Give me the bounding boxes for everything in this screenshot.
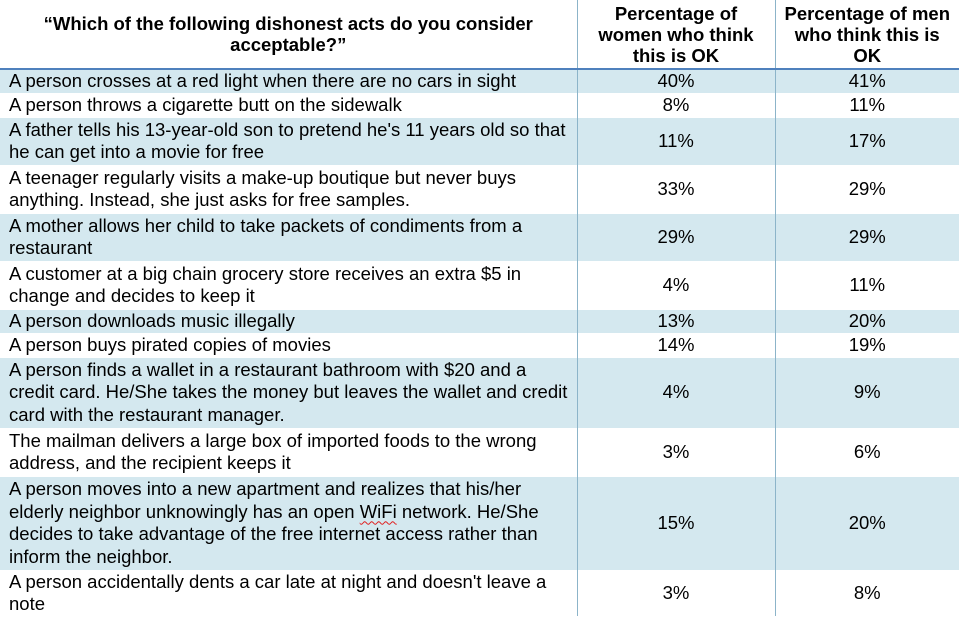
- act-text-before: A person moves into a new apartment and …: [9, 478, 522, 522]
- table-row: A person buys pirated copies of movies 1…: [0, 332, 959, 357]
- women-percentage-cell: 3%: [577, 427, 776, 476]
- men-percentage-cell: 20%: [775, 475, 959, 570]
- act-cell: A person crosses at a red light when the…: [0, 68, 578, 93]
- women-percentage-cell: 29%: [577, 212, 776, 261]
- spellcheck-flagged-word: WiFi: [359, 500, 397, 522]
- women-percentage-cell: 8%: [577, 92, 776, 117]
- act-cell: A customer at a big chain grocery store …: [0, 260, 578, 309]
- table-row: A person throws a cigarette butt on the …: [0, 92, 959, 117]
- women-percentage-cell: 15%: [577, 475, 776, 570]
- table-row: A mother allows her child to take packet…: [0, 212, 959, 261]
- question-header: “Which of the following dishonest acts d…: [0, 0, 578, 70]
- women-percentage-header: Percentage of women who think this is OK: [577, 0, 776, 70]
- women-percentage-cell: 3%: [577, 569, 776, 616]
- act-cell: A person moves into a new apartment and …: [0, 475, 578, 570]
- women-percentage-cell: 13%: [577, 308, 776, 333]
- act-cell: A father tells his 13-year-old son to pr…: [0, 116, 578, 165]
- act-cell: A person buys pirated copies of movies: [0, 332, 578, 357]
- men-percentage-cell: 41%: [775, 68, 959, 93]
- men-percentage-cell: 11%: [775, 260, 959, 309]
- men-percentage-cell: 6%: [775, 427, 959, 476]
- table-row: A teenager regularly visits a make-up bo…: [0, 164, 959, 213]
- men-percentage-cell: 19%: [775, 332, 959, 357]
- act-cell: A person throws a cigarette butt on the …: [0, 92, 578, 117]
- women-percentage-cell: 14%: [577, 332, 776, 357]
- men-percentage-cell: 9%: [775, 356, 959, 428]
- women-percentage-cell: 11%: [577, 116, 776, 165]
- act-cell: A mother allows her child to take packet…: [0, 212, 578, 261]
- act-cell: The mailman delivers a large box of impo…: [0, 427, 578, 476]
- men-percentage-cell: 29%: [775, 164, 959, 213]
- table-row: A father tells his 13-year-old son to pr…: [0, 116, 959, 165]
- men-percentage-header: Percentage of men who think this is OK: [775, 0, 959, 70]
- men-percentage-cell: 17%: [775, 116, 959, 165]
- table-row: A person accidentally dents a car late a…: [0, 569, 959, 616]
- table-row: A customer at a big chain grocery store …: [0, 260, 959, 309]
- men-percentage-cell: 8%: [775, 569, 959, 616]
- women-percentage-cell: 33%: [577, 164, 776, 213]
- act-text-after: network. He/She decides to take advantag…: [9, 500, 539, 567]
- table-row: A person downloads music illegally 13% 2…: [0, 308, 959, 333]
- men-percentage-cell: 29%: [775, 212, 959, 261]
- men-percentage-cell: 20%: [775, 308, 959, 333]
- women-percentage-cell: 4%: [577, 260, 776, 309]
- header-row: “Which of the following dishonest acts d…: [0, 0, 959, 70]
- table-row: The mailman delivers a large box of impo…: [0, 427, 959, 476]
- act-cell: A person downloads music illegally: [0, 308, 578, 333]
- men-percentage-cell: 11%: [775, 92, 959, 117]
- table-row: A person moves into a new apartment and …: [0, 475, 959, 570]
- table-row: A person finds a wallet in a restaurant …: [0, 356, 959, 428]
- women-percentage-cell: 4%: [577, 356, 776, 428]
- act-cell: A teenager regularly visits a make-up bo…: [0, 164, 578, 213]
- table-row: A person crosses at a red light when the…: [0, 68, 959, 93]
- act-cell: A person finds a wallet in a restaurant …: [0, 356, 578, 428]
- act-cell: A person accidentally dents a car late a…: [0, 569, 578, 616]
- women-percentage-cell: 40%: [577, 68, 776, 93]
